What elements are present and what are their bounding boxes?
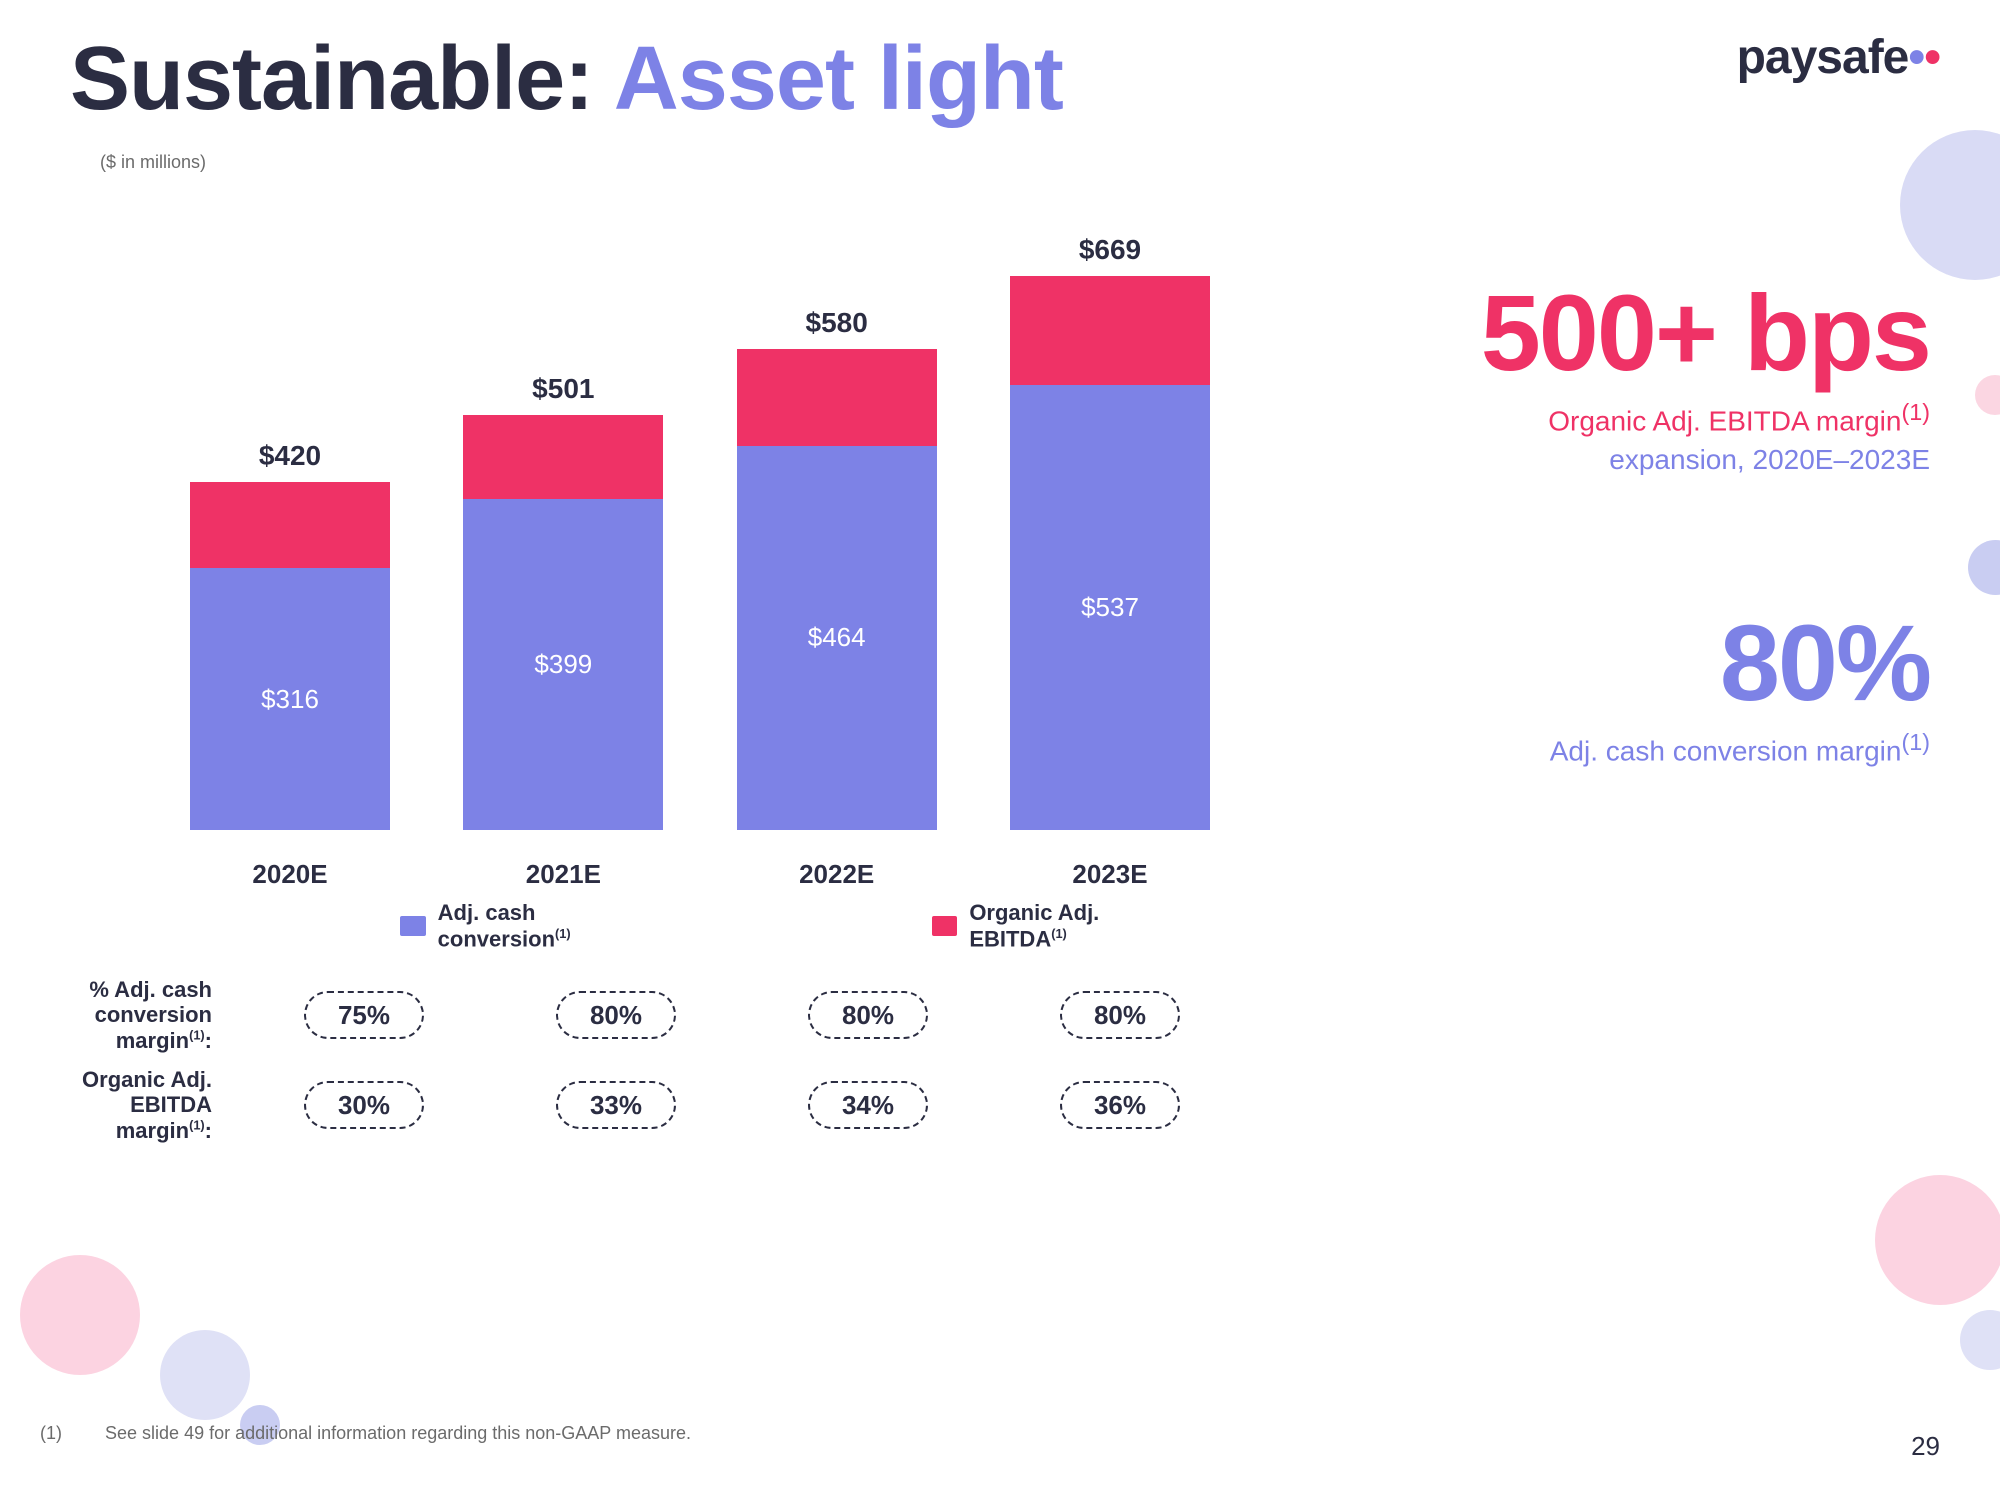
bar-stack: $316: [190, 482, 390, 830]
bar-segment: [737, 349, 937, 445]
x-axis-label: 2020E: [190, 859, 390, 890]
bar-total-label: $501: [532, 373, 594, 405]
metric-pill: 75%: [304, 991, 424, 1039]
stacked-bar-chart: $420 $316 $501 $399 $580 $464 $669 $537 2020E 20…: [190, 190, 1210, 890]
units-label: ($ in millions): [100, 152, 206, 173]
legend-swatch: [932, 916, 958, 936]
x-axis-label: 2023E: [1010, 859, 1210, 890]
footnote: (1) See slide 49 for additional informat…: [40, 1423, 691, 1444]
bar-column: $420 $316: [190, 440, 390, 830]
metric-pill: 36%: [1060, 1081, 1180, 1129]
logo-text: paysafe: [1737, 31, 1909, 84]
metric-pill: 33%: [556, 1081, 676, 1129]
bar-total-label: $420: [259, 440, 321, 472]
bar-total-label: $669: [1079, 234, 1141, 266]
bar-stack: $464: [737, 349, 937, 830]
chart-legend: Adj. cash conversion(1) Organic Adj. EBIT…: [400, 900, 1200, 952]
bar-segment: $316: [190, 568, 390, 830]
decorative-circle: [1900, 130, 2000, 280]
metric-row: % Adj. cashconversionmargin(1): 75% 80% 80%…: [40, 970, 1220, 1060]
logo-dot-1: •: [1908, 31, 1924, 84]
metric-pill: 80%: [808, 991, 928, 1039]
decorative-circle: [1975, 375, 2000, 415]
footnote-num: (1): [40, 1423, 100, 1444]
metric-pill: 80%: [556, 991, 676, 1039]
bar-column: $669 $537: [1010, 234, 1210, 830]
legend-item: Adj. cash conversion(1): [400, 900, 672, 952]
bar-segment: [1010, 276, 1210, 385]
callout-subtext: expansion, 2020E–2023E: [1481, 442, 1930, 478]
legend-item: Organic Adj. EBITDA(1): [932, 900, 1200, 952]
title-part-1: Sustainable:: [70, 29, 593, 129]
callout-headline: 80%: [1550, 600, 1930, 725]
bar-stack: $537: [1010, 276, 1210, 830]
bar-segment: $464: [737, 446, 937, 830]
bar-segment: $399: [463, 499, 663, 830]
bar-stack: $399: [463, 415, 663, 830]
decorative-circle: [1875, 1175, 2000, 1305]
legend-label: Organic Adj. EBITDA(1): [969, 900, 1200, 952]
bar-segment: [463, 415, 663, 500]
metric-pill: 34%: [808, 1081, 928, 1129]
metric-row-label: Organic Adj.EBITDA margin(1):: [40, 1067, 220, 1143]
metric-row-label: % Adj. cashconversionmargin(1):: [40, 977, 220, 1053]
callout: 500+ bpsOrganic Adj. EBITDA margin(1)exp…: [1481, 270, 1930, 478]
slide-title: Sustainable: Asset light: [70, 28, 1063, 131]
callout-subtext: Organic Adj. EBITDA margin(1): [1481, 397, 1930, 440]
logo-dot-2: •: [1924, 31, 1940, 84]
bar-segment: [190, 482, 390, 568]
callout-headline: 500+ bps: [1481, 270, 1930, 395]
slide: Sustainable: Asset light paysafe•• ($ in…: [0, 0, 2000, 1500]
metric-pill: 80%: [1060, 991, 1180, 1039]
decorative-circle: [1968, 540, 2000, 595]
decorative-circle: [160, 1330, 250, 1420]
x-axis-label: 2022E: [737, 859, 937, 890]
metric-cells: 30% 33% 34% 36%: [264, 1081, 1220, 1129]
metric-row: Organic Adj.EBITDA margin(1): 30% 33% 34% 36…: [40, 1060, 1220, 1150]
bar-column: $580 $464: [737, 307, 937, 830]
bar-segment: $537: [1010, 385, 1210, 830]
page-number: 29: [1911, 1431, 1940, 1462]
decorative-circle: [1960, 1310, 2000, 1370]
metric-pill: 30%: [304, 1081, 424, 1129]
footnote-text: See slide 49 for additional information …: [105, 1423, 691, 1443]
legend-swatch: [400, 916, 426, 936]
metrics-table: % Adj. cashconversionmargin(1): 75% 80% 80%…: [40, 970, 1220, 1150]
title-part-2: Asset light: [614, 29, 1063, 129]
paysafe-logo: paysafe••: [1737, 30, 1940, 85]
bar-total-label: $580: [806, 307, 868, 339]
callout: 80%Adj. cash conversion margin(1): [1550, 600, 1930, 770]
callout-subtext: Adj. cash conversion margin(1): [1550, 727, 1930, 770]
x-axis-label: 2021E: [463, 859, 663, 890]
decorative-circle: [20, 1255, 140, 1375]
bar-column: $501 $399: [463, 373, 663, 830]
metric-cells: 75% 80% 80% 80%: [264, 991, 1220, 1039]
legend-label: Adj. cash conversion(1): [438, 900, 672, 952]
